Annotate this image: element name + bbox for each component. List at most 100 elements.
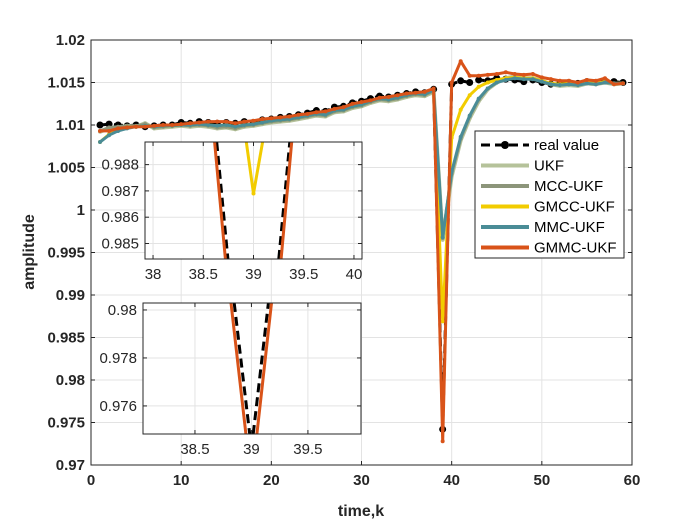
data-point-gmmc-ukf: [539, 75, 544, 80]
data-point-gmmc-ukf: [521, 72, 526, 77]
legend-label: MCC-UKF: [534, 178, 603, 195]
legend: real value UKF MCC-UKF GMCC-UKF MMC-UKF GMMC-…: [474, 130, 625, 259]
inset-series-real-value: [215, 141, 292, 260]
data-point-mmc-ukf: [476, 96, 481, 101]
y-tick-label: 0.99: [56, 287, 85, 304]
upper-inset: 38 38.5 39 39.5 40 0.985 0.986 0.987 0.988: [101, 141, 363, 283]
data-point-gmmc-ukf: [584, 77, 589, 82]
inset-x-tick-label: 39: [245, 266, 262, 283]
data-point-gmcc-ukf: [440, 319, 445, 324]
data-point-mmc-ukf: [494, 80, 499, 85]
inset-y-tick-label: 0.985: [101, 235, 139, 252]
data-point-gmmc-ukf: [134, 124, 139, 129]
data-point-real-value: [475, 76, 483, 84]
y-tick-label: 1.005: [47, 160, 85, 177]
data-point-mmc-ukf: [242, 123, 247, 127]
legend-marker: [503, 245, 507, 250]
data-point-mmc-ukf: [107, 133, 112, 138]
y-tick-label: 0.995: [47, 245, 85, 262]
data-point-gmcc-ukf: [476, 84, 481, 89]
x-tick-label: 50: [533, 472, 550, 489]
data-point-gmmc-ukf: [404, 91, 409, 96]
legend-marker: [503, 163, 507, 168]
data-point-gmmc-ukf: [548, 77, 553, 82]
data-point-gmmc-ukf: [188, 121, 193, 126]
data-point-gmmc-ukf: [602, 76, 607, 81]
y-tick-label: 1.015: [47, 75, 85, 92]
data-point-mmc-ukf: [467, 113, 472, 118]
data-point-gmmc-ukf: [395, 93, 400, 98]
data-point-mmc-ukf: [584, 81, 589, 86]
data-point-gmmc-ukf: [98, 128, 103, 133]
legend-item-mmc-ukf: MMC-UKF: [481, 219, 605, 236]
data-point-mmc-ukf: [98, 140, 103, 144]
legend-item-ukf: UKF: [481, 158, 564, 175]
data-point-gmmc-ukf: [575, 80, 580, 85]
legend-marker: [503, 225, 507, 229]
inset-y-tick-label: 0.986: [101, 209, 139, 226]
data-point-gmmc-ukf: [449, 80, 454, 85]
data-point-mmc-ukf: [593, 82, 598, 87]
inset-series-line-gmmc-ukf: [229, 302, 273, 435]
data-point-gmmc-ukf: [305, 111, 310, 116]
data-point-gmmc-ukf: [503, 70, 508, 75]
data-point-gmmc-ukf: [368, 98, 373, 103]
data-point-gmmc-ukf: [116, 126, 121, 131]
data-point-gmmc-ukf: [224, 119, 229, 124]
inset-axes-box: [142, 302, 362, 435]
data-point-mmc-ukf: [539, 79, 544, 84]
data-point-real-value: [466, 79, 474, 86]
legend-label: UKF: [534, 158, 564, 175]
legend-marker: [503, 204, 507, 209]
data-point-gmcc-ukf: [485, 80, 490, 85]
inset-y-tick-label: 0.978: [99, 350, 137, 367]
data-point-mmc-ukf: [566, 82, 571, 87]
data-point-gmmc-ukf: [179, 122, 184, 127]
data-point-mmc-ukf: [521, 77, 526, 82]
data-point-gmmc-ukf: [323, 109, 328, 114]
y-tick-label: 1.01: [56, 117, 85, 134]
inset-series-gmcc-ukf: [244, 141, 265, 196]
data-point-gmmc-ukf: [215, 119, 220, 124]
y-axis-label: amplitude: [21, 214, 38, 290]
inset-x-tick-label: 39.5: [289, 266, 318, 283]
series-gmmc-ukf: [98, 59, 625, 444]
data-point-mmc-ukf: [323, 112, 328, 117]
legend-marker: [501, 141, 509, 149]
data-point-gmmc-ukf: [431, 86, 436, 91]
legend-label: GMMC-UKF: [534, 240, 617, 257]
inset-x-tick-label: 38.5: [180, 441, 209, 458]
lower-inset: 38.5 39 39.5 0.976 0.978 0.98: [99, 302, 362, 458]
y-tick-label: 1: [77, 202, 85, 219]
data-point-gmmc-ukf: [341, 105, 346, 110]
data-point-gmmc-ukf: [107, 128, 112, 133]
data-point-gmmc-ukf: [494, 72, 499, 76]
data-point-gmmc-ukf: [314, 110, 319, 115]
data-point-mmc-ukf: [206, 123, 211, 127]
inset-y-tick-label: 0.976: [99, 398, 137, 415]
data-point-gmmc-ukf: [386, 94, 391, 99]
legend-label: GMCC-UKF: [534, 199, 615, 216]
data-point-gmmc-ukf: [197, 120, 202, 125]
data-point-gmmc-ukf: [152, 123, 157, 128]
data-point-gmmc-ukf: [593, 78, 598, 83]
inset-series-gmmc-ukf: [229, 302, 273, 435]
inset-x-tick-label: 39: [243, 441, 260, 458]
data-point-gmmc-ukf: [260, 117, 265, 122]
data-point-gmmc-ukf: [269, 116, 274, 121]
data-point-mcc-ukf: [107, 125, 112, 130]
data-point-mmc-ukf: [440, 235, 445, 240]
data-point-mmc-ukf: [233, 124, 238, 129]
y-tick-label: 0.985: [47, 330, 85, 347]
legend-box: [474, 130, 625, 259]
data-point-gmcc-ukf: [467, 93, 472, 98]
data-point-gmcc-ukf: [458, 107, 463, 112]
data-point-gmmc-ukf: [359, 100, 364, 105]
data-point-gmmc-ukf: [512, 72, 517, 76]
inset-plot-area: [143, 303, 361, 434]
y-tick-label: 1.02: [56, 32, 85, 49]
x-tick-label: 40: [443, 472, 460, 489]
data-point-gmmc-ukf: [233, 121, 238, 126]
data-point-gmmc-ukf: [350, 101, 355, 106]
